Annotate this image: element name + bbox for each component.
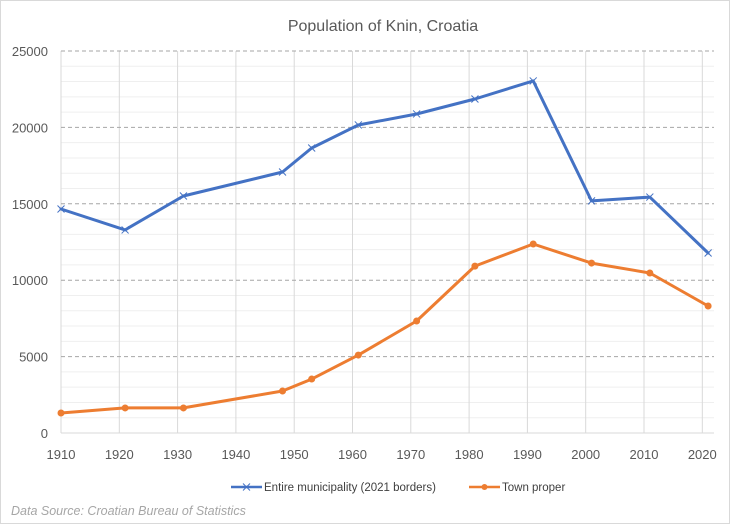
x-tick-label: 1980: [455, 447, 484, 462]
y-axis-ticks: 0 5000 10000 15000 20000 25000: [12, 44, 48, 441]
x-tick-label: 1910: [47, 447, 76, 462]
x-marker: [57, 205, 65, 213]
x-tick-label: 1920: [105, 447, 134, 462]
x-marker-stroke: [242, 483, 251, 491]
y-tick-label: 0: [41, 426, 48, 441]
y-tick-label: 25000: [12, 44, 48, 59]
x-marker: [529, 77, 538, 85]
x-marker-stroke: [354, 121, 363, 129]
x-marker-stroke: [179, 192, 188, 200]
x-tick-label: 1940: [221, 447, 250, 462]
x-marker-stroke: [57, 205, 65, 213]
data-source-note: Data Source: Croatian Bureau of Statisti…: [11, 504, 246, 518]
x-marker-stroke: [412, 110, 421, 118]
x-marker-stroke: [587, 197, 596, 205]
x-tick-label: 2000: [571, 447, 600, 462]
data-point: [57, 409, 65, 417]
minor-gridlines: [61, 65, 714, 419]
x-axis-ticks: 1910 1920 1930 1940 1950 1960 1970 1980 1990 2000…: [47, 447, 717, 462]
chart-title: Population of Knin, Croatia: [288, 18, 478, 35]
legend: Entire municipality (2021 borders) Town …: [231, 482, 565, 494]
x-marker: [121, 226, 129, 234]
x-marker-stroke: [471, 95, 479, 103]
x-marker: [307, 144, 316, 152]
x-marker: [587, 197, 596, 205]
data-point: [308, 375, 316, 383]
series-town: [57, 240, 712, 417]
data-point: [646, 269, 654, 277]
x-tick-label: 1970: [396, 447, 425, 462]
x-marker: [471, 95, 479, 103]
circle-marker-icon: [481, 484, 488, 490]
x-marker-icon: [242, 483, 251, 491]
x-marker: [179, 192, 188, 200]
x-tick-label: 2010: [630, 447, 659, 462]
x-marker: [242, 483, 251, 491]
x-marker-stroke: [278, 168, 287, 176]
x-marker-stroke: [307, 144, 316, 152]
data-point: [179, 404, 187, 412]
y-tick-label: 15000: [12, 197, 48, 212]
x-marker: [278, 168, 287, 176]
x-marker: [645, 193, 654, 201]
vertical-gridlines: [60, 51, 703, 433]
y-tick-label: 5000: [19, 350, 48, 365]
data-point: [279, 387, 287, 395]
y-tick-label: 20000: [12, 120, 48, 135]
data-point: [471, 262, 479, 270]
x-marker: [704, 249, 712, 257]
x-marker-stroke: [529, 77, 538, 85]
x-marker-stroke: [121, 226, 129, 234]
x-tick-label: 2020: [688, 447, 717, 462]
data-point: [704, 302, 712, 310]
x-tick-label: 1930: [163, 447, 192, 462]
x-tick-label: 1990: [513, 447, 542, 462]
series-municipality: [57, 77, 712, 257]
x-tick-label: 1950: [280, 447, 309, 462]
x-marker-stroke: [704, 249, 712, 257]
x-marker-stroke: [645, 193, 654, 201]
x-tick-label: 1960: [338, 447, 367, 462]
data-point: [413, 317, 421, 325]
series-line: [59, 79, 710, 255]
legend-label-town: Town proper: [502, 482, 565, 494]
data-point: [588, 259, 596, 267]
data-point: [354, 351, 362, 359]
legend-item-town[interactable]: Town proper: [469, 482, 565, 494]
data-point: [529, 240, 537, 248]
x-marker: [412, 110, 421, 118]
legend-item-municipality[interactable]: Entire municipality (2021 borders): [231, 482, 436, 494]
y-tick-label: 10000: [12, 273, 48, 288]
legend-label-municipality: Entire municipality (2021 borders): [264, 482, 436, 494]
series-line: [59, 242, 710, 415]
x-marker: [354, 121, 363, 129]
series-layer: [57, 77, 712, 417]
data-point: [121, 404, 129, 412]
